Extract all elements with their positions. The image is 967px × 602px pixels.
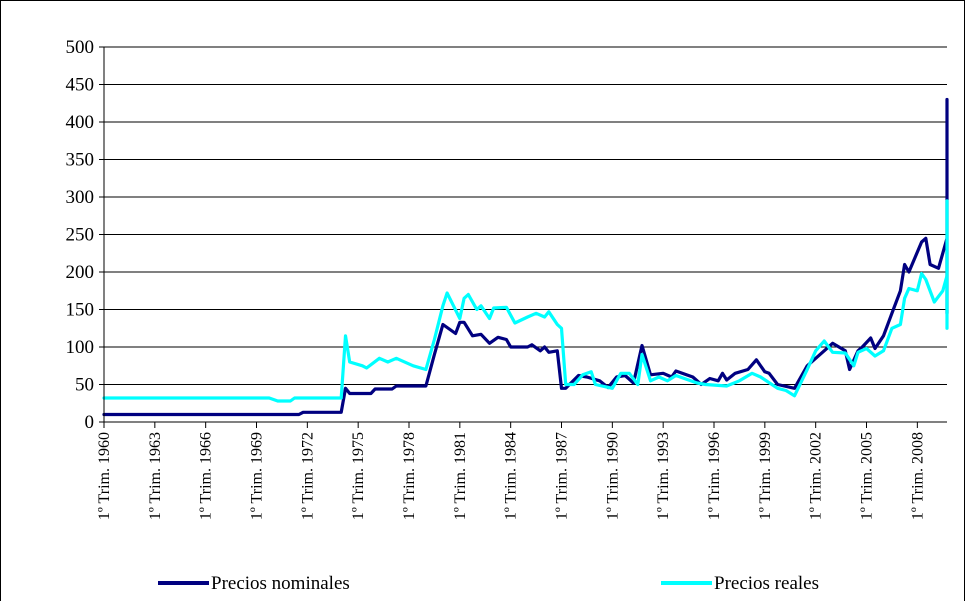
series-lines: [102, 97, 949, 417]
series-line-nominales: [102, 97, 949, 417]
x-tick-label: 1º Trim. 1990: [604, 432, 621, 520]
y-tick-label: 300: [66, 187, 95, 208]
x-tick-label: 1º Trim. 1972: [299, 432, 316, 520]
y-axis-ticks: 0 50 100 150 200 250 300 350 400 450 500: [66, 37, 104, 433]
legend-label: Precios reales: [714, 573, 819, 594]
x-tick-label: 1º Trim. 1969: [249, 432, 266, 520]
x-axis-ticks: 1º Trim. 1960 1º Trim. 1963 1º Trim. 1966 1…: [96, 422, 926, 520]
y-tick-label: 250: [66, 225, 95, 246]
x-tick-label: 1º Trim. 1981: [452, 432, 469, 520]
y-tick-label: 200: [66, 262, 95, 283]
x-tick-label: 1º Trim. 2005: [859, 432, 876, 520]
x-tick-label: 1º Trim. 2008: [909, 432, 926, 520]
gridlines: [104, 46, 947, 385]
x-tick-label: 1º Trim. 1984: [503, 432, 520, 520]
x-tick-label: 1º Trim. 1996: [706, 432, 723, 520]
x-tick-label: 1º Trim. 1987: [554, 432, 571, 520]
y-tick-label: 100: [66, 337, 95, 358]
axes: [103, 47, 947, 423]
series-line-reales: [102, 199, 949, 403]
y-tick-label: 450: [66, 75, 95, 96]
x-tick-label: 1º Trim. 1966: [198, 432, 215, 520]
y-tick-label: 0: [85, 412, 95, 433]
x-tick-label: 1º Trim. 1963: [147, 432, 164, 520]
legend-label: Precios nominales: [211, 573, 350, 594]
x-tick-label: 1º Trim. 1975: [350, 432, 367, 520]
y-tick-label: 150: [66, 300, 95, 321]
y-tick-label: 400: [66, 112, 95, 133]
x-tick-label: 1º Trim. 1960: [96, 432, 113, 520]
x-tick-label: 1º Trim. 1978: [401, 432, 418, 520]
legend: Precios nominales Precios reales: [158, 573, 819, 594]
y-tick-label: 50: [75, 375, 94, 396]
y-tick-label: 500: [66, 37, 95, 58]
y-tick-label: 350: [66, 150, 95, 171]
x-tick-label: 1º Trim. 2002: [808, 432, 825, 520]
x-tick-label: 1º Trim. 1993: [655, 432, 672, 520]
x-tick-label: 1º Trim. 1999: [757, 432, 774, 520]
